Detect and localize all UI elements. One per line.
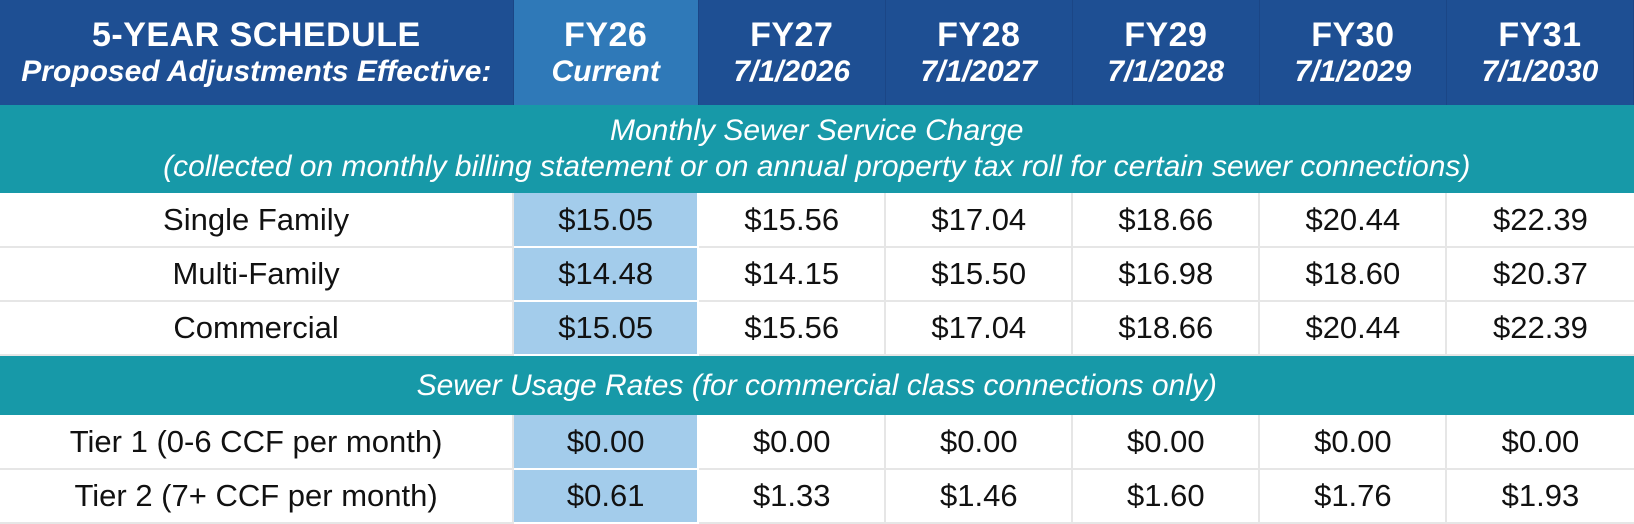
column-year: FY27 <box>750 15 834 54</box>
row-label: Commercial <box>0 301 515 356</box>
table-row: Tier 2 (7+ CCF per month) $0.61 $1.33 $1… <box>0 469 1634 524</box>
rate-cell: $1.46 <box>885 469 1074 524</box>
table-row: Tier 1 (0-6 CCF per month) $0.00 $0.00 $… <box>0 415 1634 470</box>
column-date: 7/1/2030 <box>1481 54 1599 88</box>
rate-cell: $18.60 <box>1259 247 1448 302</box>
table-row: Single Family $15.05 $15.56 $17.04 $18.6… <box>0 193 1634 248</box>
section-title: Monthly Sewer Service Charge <box>609 114 1024 147</box>
column-date: Current <box>551 54 660 88</box>
section-title: Sewer Usage Rates (for commercial class … <box>416 368 1217 402</box>
section-banner: Sewer Usage Rates (for commercial class … <box>0 355 1634 415</box>
section-note: (collected on monthly billing statement … <box>163 150 1471 183</box>
column-header-fy26: FY26 Current <box>513 0 699 105</box>
column-year: FY26 <box>564 15 648 54</box>
rate-cell: $15.05 <box>513 301 700 356</box>
schedule-subtitle: Proposed Adjustments Effective: <box>21 54 492 88</box>
rate-cell: $15.56 <box>698 301 887 356</box>
row-label: Tier 1 (0-6 CCF per month) <box>0 415 515 470</box>
rate-cell: $0.00 <box>698 415 887 470</box>
rate-cell: $17.04 <box>885 301 1074 356</box>
column-year: FY30 <box>1311 15 1395 54</box>
table-row: Commercial $15.05 $15.56 $17.04 $18.66 $… <box>0 301 1634 356</box>
header-row: 5-YEAR SCHEDULE Proposed Adjustments Eff… <box>0 0 1634 105</box>
column-year: FY29 <box>1124 15 1208 54</box>
section-banner: Monthly Sewer Service Charge (collected … <box>0 105 1634 193</box>
rate-cell: $16.98 <box>1072 247 1261 302</box>
column-date: 7/1/2029 <box>1294 54 1412 88</box>
rate-cell: $0.00 <box>513 415 700 470</box>
rate-cell: $0.00 <box>1259 415 1448 470</box>
rate-cell: $1.60 <box>1072 469 1261 524</box>
row-label: Tier 2 (7+ CCF per month) <box>0 469 515 524</box>
row-label: Single Family <box>0 193 515 248</box>
rate-cell: $22.39 <box>1446 301 1634 356</box>
rate-cell: $18.66 <box>1072 193 1261 248</box>
rate-cell: $1.76 <box>1259 469 1448 524</box>
section-header-service-charge: Monthly Sewer Service Charge (collected … <box>0 105 1634 193</box>
column-year: FY31 <box>1498 15 1582 54</box>
rate-cell: $0.61 <box>513 469 700 524</box>
rate-cell: $1.33 <box>698 469 887 524</box>
column-date: 7/1/2026 <box>733 54 851 88</box>
column-header-fy29: FY29 7/1/2028 <box>1072 0 1260 105</box>
header-title-cell: 5-YEAR SCHEDULE Proposed Adjustments Eff… <box>0 0 514 105</box>
table-row: Multi-Family $14.48 $14.15 $15.50 $16.98… <box>0 247 1634 302</box>
rate-cell: $20.44 <box>1259 193 1448 248</box>
rate-cell: $0.00 <box>885 415 1074 470</box>
rate-cell: $0.00 <box>1072 415 1261 470</box>
column-date: 7/1/2028 <box>1107 54 1225 88</box>
rate-cell: $1.93 <box>1446 469 1634 524</box>
column-header-fy30: FY30 7/1/2029 <box>1259 0 1447 105</box>
rate-cell: $0.00 <box>1446 415 1634 470</box>
rate-cell: $14.15 <box>698 247 887 302</box>
row-label: Multi-Family <box>0 247 515 302</box>
column-year: FY28 <box>937 15 1021 54</box>
rate-cell: $20.44 <box>1259 301 1448 356</box>
rate-cell: $15.50 <box>885 247 1074 302</box>
rate-cell: $22.39 <box>1446 193 1634 248</box>
rate-cell: $15.56 <box>698 193 887 248</box>
rate-cell: $20.37 <box>1446 247 1634 302</box>
rate-cell: $17.04 <box>885 193 1074 248</box>
column-date: 7/1/2027 <box>920 54 1038 88</box>
rate-cell: $18.66 <box>1072 301 1261 356</box>
column-header-fy31: FY31 7/1/2030 <box>1446 0 1634 105</box>
column-header-fy27: FY27 7/1/2026 <box>698 0 886 105</box>
rate-cell: $15.05 <box>513 193 700 248</box>
column-header-fy28: FY28 7/1/2027 <box>885 0 1073 105</box>
section-header-usage-rates: Sewer Usage Rates (for commercial class … <box>0 355 1634 415</box>
rate-cell: $14.48 <box>513 247 700 302</box>
schedule-title: 5-YEAR SCHEDULE <box>91 15 421 54</box>
